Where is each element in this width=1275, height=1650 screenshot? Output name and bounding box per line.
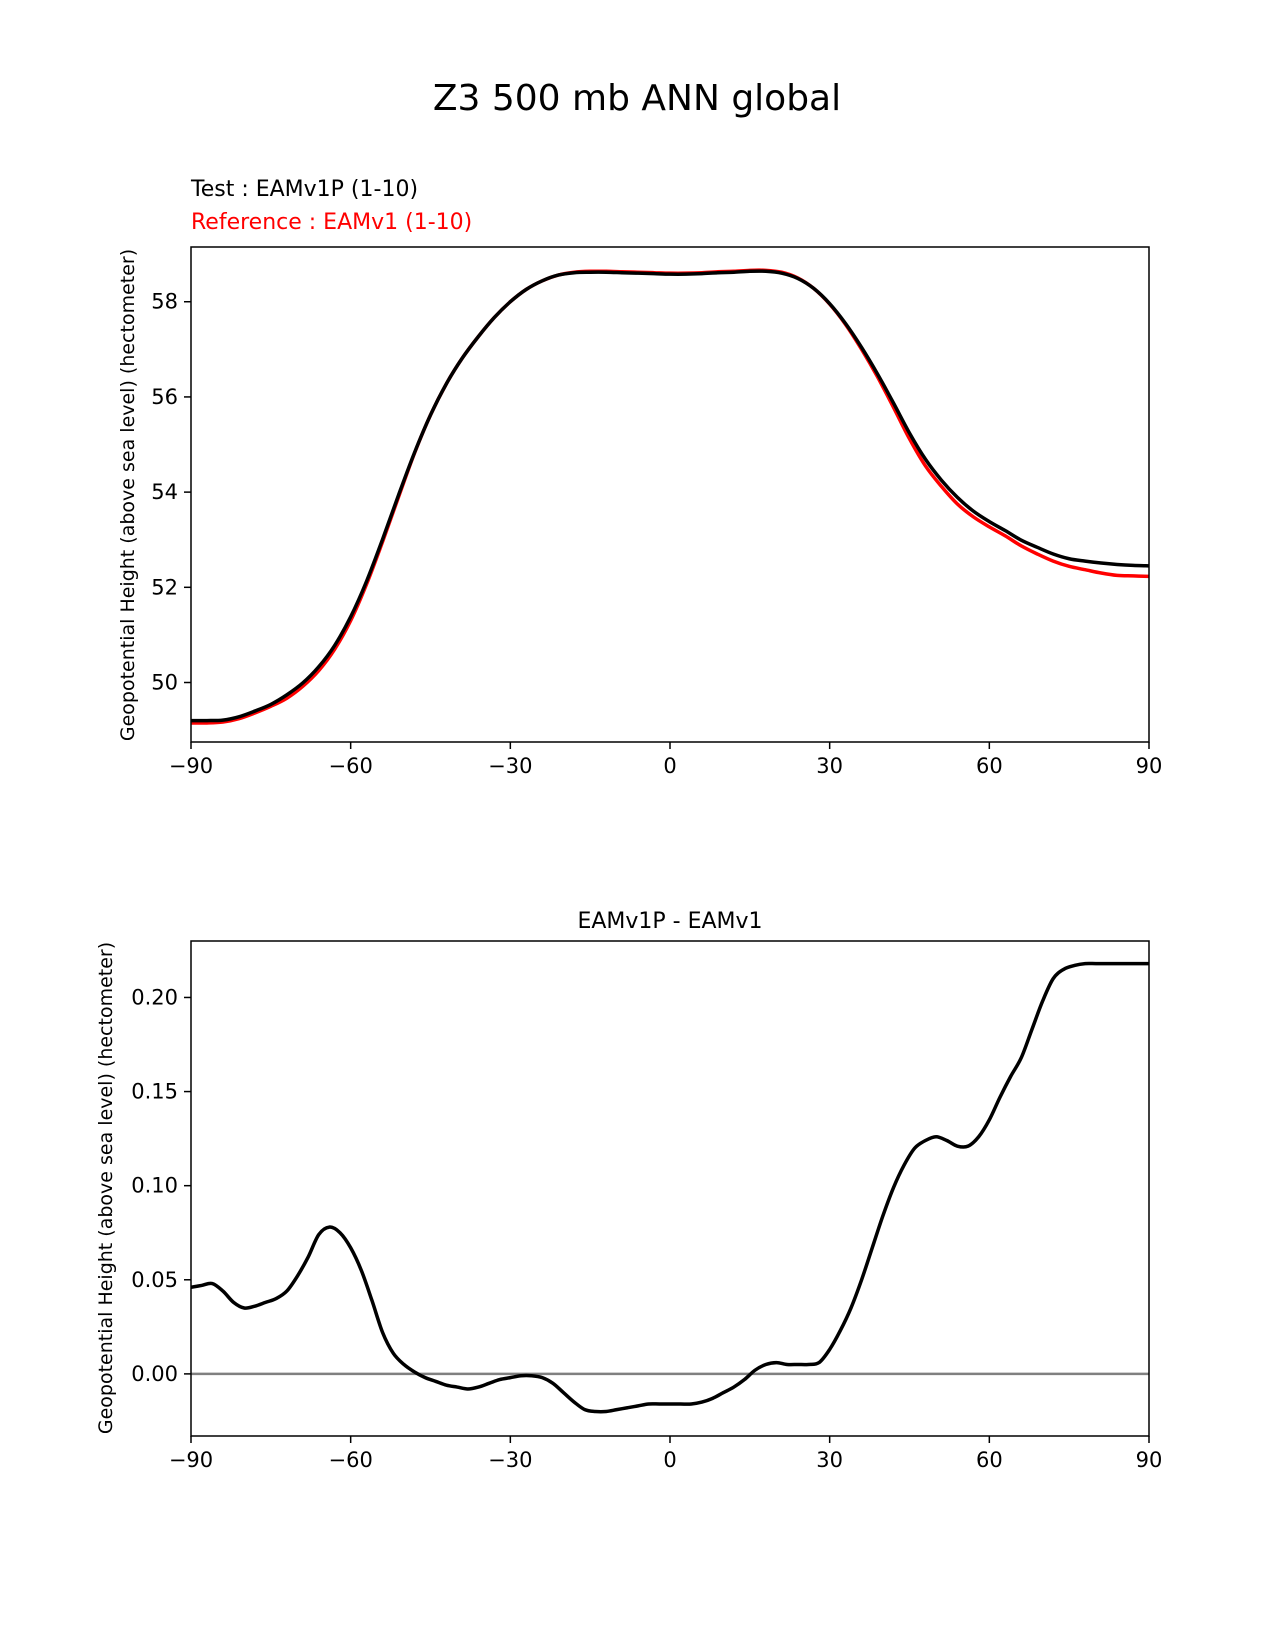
top-x-tick-label: 30 [816, 754, 843, 778]
bottom-x-tick-label: −90 [169, 1448, 213, 1472]
bottom-ticks: −90 −60 −30 0 30 60 90 0.00 0.05 0.10 0.15 0.20 [131, 985, 1162, 1472]
bottom-x-tick-label: 60 [976, 1448, 1003, 1472]
bottom-panel: EAMv1P - EAMv1 Geopotential Height (abov… [95, 909, 1162, 1472]
bottom-y-tick-label: 0.05 [131, 1268, 178, 1292]
top-x-tick-label: −60 [329, 754, 373, 778]
top-x-tick-label: 60 [976, 754, 1003, 778]
top-y-tick-label: 52 [151, 575, 178, 599]
top-y-tick-label: 50 [151, 671, 178, 695]
top-x-tick-label: 0 [663, 754, 676, 778]
bottom-difference-line [191, 961, 1149, 1414]
bottom-y-axis-label: Geopotential Height (above sea level) (h… [95, 942, 117, 1434]
test-label: Test : EAMv1P (1-10) [190, 177, 418, 202]
top-ticks: −90 −60 −30 0 30 60 90 50 52 54 56 58 [151, 290, 1162, 778]
reference-label: Reference : EAMv1 (1-10) [191, 210, 472, 235]
bottom-x-tick-label: 0 [663, 1448, 676, 1472]
bottom-panel-title: EAMv1P - EAMv1 [577, 909, 762, 934]
top-y-axis-label: Geopotential Height (above sea level) (h… [117, 249, 139, 741]
bottom-series [191, 961, 1149, 1414]
top-panel: Test : EAMv1P (1-10) Reference : EAMv1 (… [117, 177, 1162, 778]
top-plot-frame [190, 246, 1150, 743]
bottom-y-tick-label: 0.00 [131, 1362, 178, 1386]
bottom-y-tick-label: 0.20 [131, 985, 178, 1009]
figure-title: Z3 500 mb ANN global [433, 78, 841, 119]
top-series [191, 268, 1149, 725]
bottom-x-tick-label: −60 [329, 1448, 373, 1472]
top-reference-line [191, 268, 1149, 725]
top-y-tick-label: 54 [151, 480, 178, 504]
top-y-tick-label: 56 [151, 385, 178, 409]
top-test-line [191, 269, 1149, 723]
bottom-x-tick-label: 30 [816, 1448, 843, 1472]
top-x-tick-label: −30 [488, 754, 532, 778]
top-x-tick-label: −90 [169, 754, 213, 778]
bottom-plot-frame [190, 940, 1150, 1437]
top-x-tick-label: 90 [1136, 754, 1163, 778]
top-y-tick-label: 58 [151, 290, 178, 314]
bottom-y-tick-label: 0.15 [131, 1080, 178, 1104]
bottom-x-tick-label: −30 [488, 1448, 532, 1472]
bottom-x-tick-label: 90 [1136, 1448, 1163, 1472]
bottom-y-tick-label: 0.10 [131, 1174, 178, 1198]
